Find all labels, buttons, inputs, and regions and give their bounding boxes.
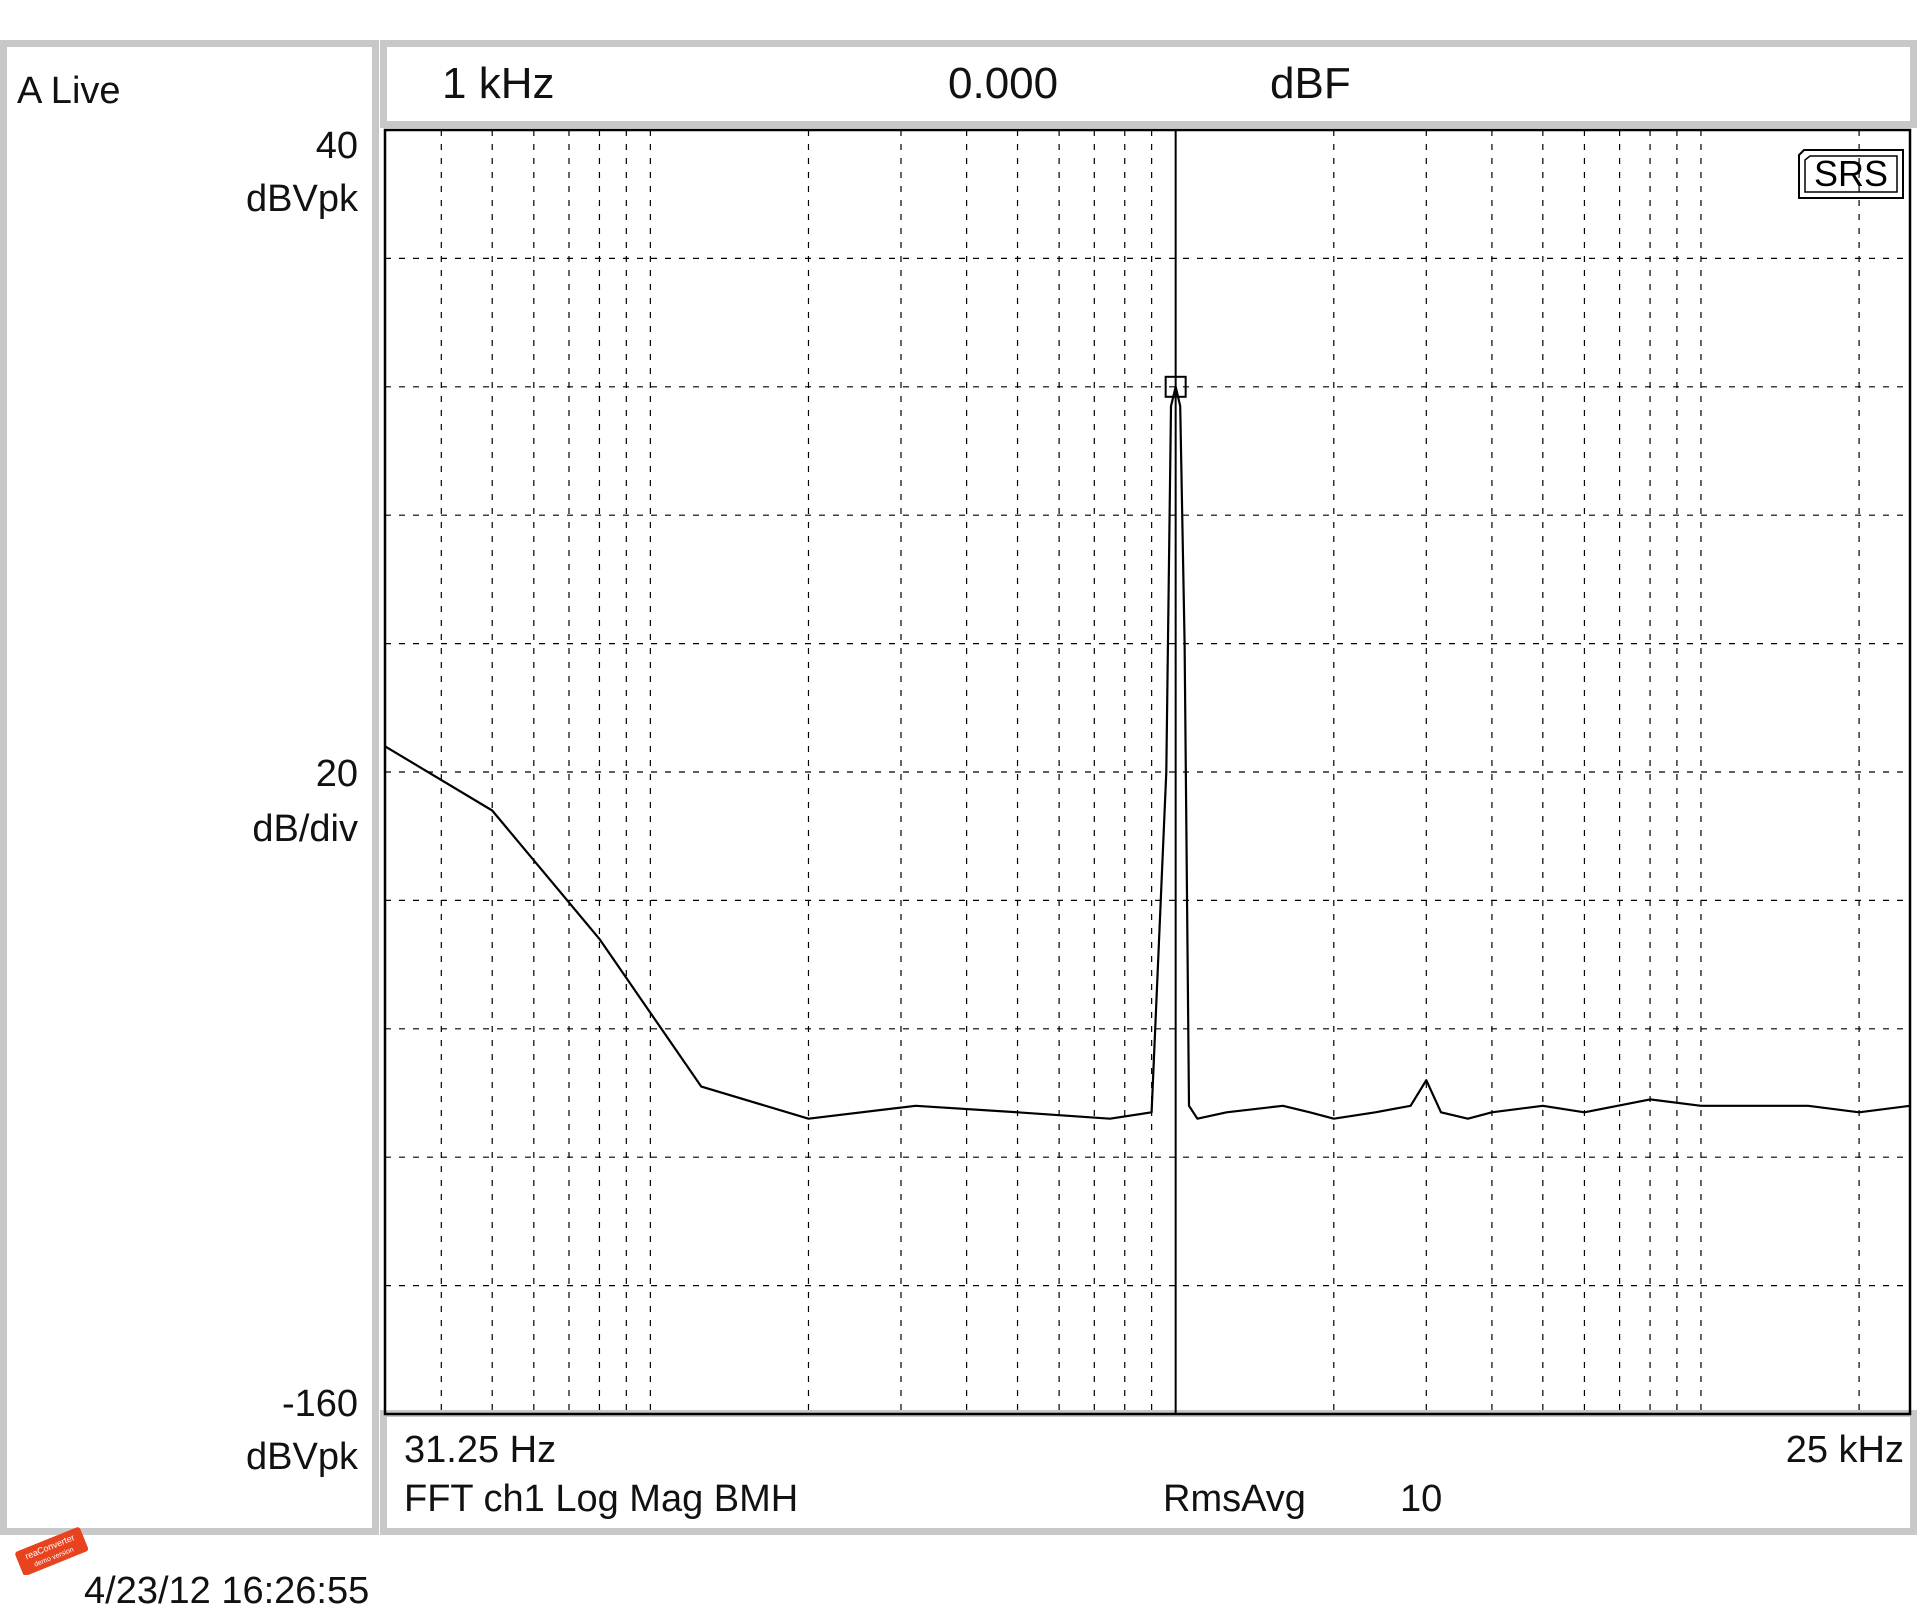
srs-badge-inner [1804, 155, 1898, 193]
srs-badge-outer [1798, 149, 1904, 199]
converter-logo-icon: reaConverter demo version [15, 1527, 89, 1575]
spectrum-trace [384, 385, 1911, 1120]
averaging-label: RmsAvg [1163, 1478, 1306, 1520]
header-bar [380, 40, 1917, 128]
start-frequency: 31.25 Hz [404, 1429, 557, 1471]
averaging-count: 10 [1400, 1478, 1443, 1520]
y-bottom-unit: dBVpk [246, 1436, 358, 1478]
y-scale-value: 20 [315, 753, 358, 795]
panel-name: A Live [17, 70, 121, 112]
marker-box [1164, 375, 1187, 398]
footer-bar [380, 1410, 1917, 1535]
header-unit: dBF [1270, 59, 1351, 108]
y-top-unit: dBVpk [246, 178, 358, 220]
header-value: 0.000 [948, 59, 1059, 108]
header-frequency: 1 kHz [442, 59, 555, 108]
y-top-value: 40 [315, 125, 358, 167]
timestamp: 4/23/12 16:26:55 [84, 1570, 370, 1612]
y-scale-unit: dB/div [252, 808, 358, 850]
srs-badge: SRS [1798, 149, 1904, 199]
end-frequency: 25 kHz [1785, 1429, 1904, 1471]
measurement-label: FFT ch1 Log Mag BMH [404, 1478, 799, 1520]
left-panel [0, 40, 379, 1535]
srs-badge-text: SRS [1814, 153, 1888, 194]
fft-plot: SRS [383, 128, 1912, 1416]
y-bottom-value: -160 [281, 1383, 358, 1425]
